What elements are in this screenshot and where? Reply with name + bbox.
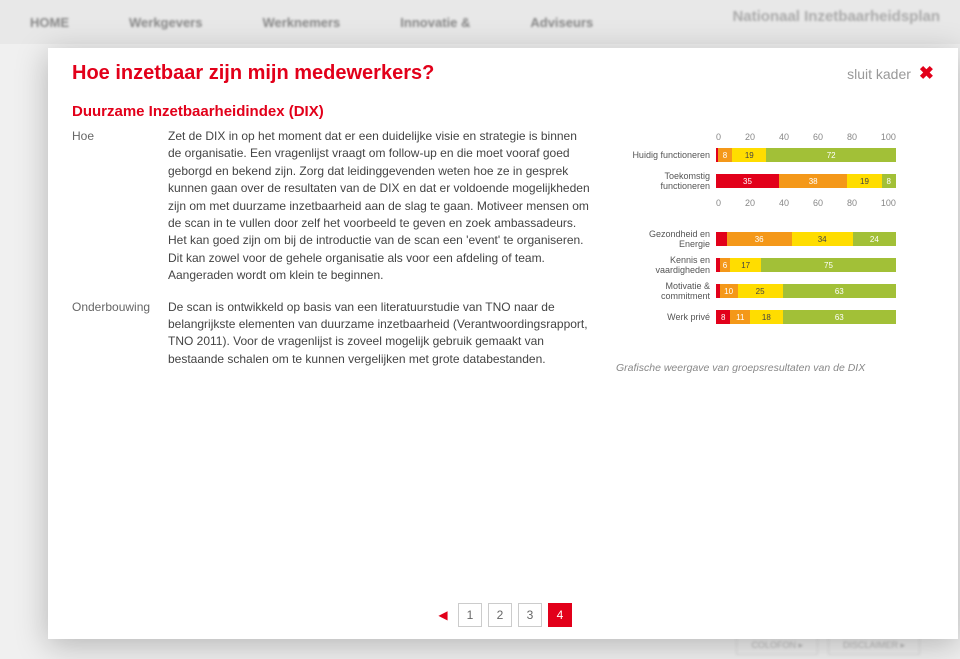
close-icon: ✖ <box>919 63 934 84</box>
bar-label: Werk privé <box>616 312 716 322</box>
modal-title: Hoe inzetbaar zijn mijn medewerkers? <box>72 62 434 85</box>
bar-segment: 19 <box>732 148 766 162</box>
pager-page-1[interactable]: 1 <box>458 603 482 627</box>
bar-segment: 17 <box>730 258 761 272</box>
pager-page-2[interactable]: 2 <box>488 603 512 627</box>
bar-track: 3538198 <box>716 174 896 188</box>
bar-label: Huidig functioneren <box>616 150 716 160</box>
bar-track: 81972 <box>716 148 896 162</box>
bar-segment: 6 <box>720 258 731 272</box>
bar-segment: 38 <box>779 174 847 188</box>
section-hoe: Hoe Zet de DIX in op het moment dat er e… <box>72 128 592 285</box>
bar-label: Motivatie & commitment <box>616 281 716 301</box>
bar-label: Toekomstig functioneren <box>616 171 716 191</box>
pager-prev[interactable]: ◀ <box>434 608 452 622</box>
modal-header: Hoe inzetbaar zijn mijn medewerkers? slu… <box>72 62 934 85</box>
bar-segment: 25 <box>738 284 783 298</box>
bar-track: 61775 <box>716 258 896 272</box>
bar-segment: 36 <box>727 232 792 246</box>
bar-segment: 11 <box>730 310 750 324</box>
bar-segment: 10 <box>720 284 738 298</box>
section-onderbouwing: Onderbouwing De scan is ontwikkeld op ba… <box>72 299 592 369</box>
pagination: ◀ 1234 <box>72 603 934 627</box>
bar-segment: 35 <box>716 174 779 188</box>
bar-segment: 24 <box>853 232 896 246</box>
chart-2: Gezondheid en Energie363424Kennis en vaa… <box>616 230 896 334</box>
charts-column: 020406080100Huidig functioneren81972Toek… <box>616 128 934 595</box>
bar-label: Kennis en vaardigheden <box>616 255 716 275</box>
modal-subtitle: Duurzame Inzetbaarheidindex (DIX) <box>72 103 934 120</box>
text-column: Hoe Zet de DIX in op het moment dat er e… <box>72 128 592 595</box>
section-label: Onderbouwing <box>72 299 150 369</box>
bar-segment: 63 <box>783 310 896 324</box>
bar-track: 8111863 <box>716 310 896 324</box>
chart-bar-row: Motivatie & commitment102563 <box>616 282 896 300</box>
close-label: sluit kader <box>847 66 911 82</box>
section-label: Hoe <box>72 128 150 285</box>
pager-page-4[interactable]: 4 <box>548 603 572 627</box>
bar-track: 363424 <box>716 232 896 246</box>
bg-logo: Nationaal Inzetbaarheidsplan <box>732 8 940 25</box>
bar-segment: 8 <box>716 310 730 324</box>
chart-bar-row: Toekomstig functioneren3538198 <box>616 172 896 190</box>
chart-bar-row: Kennis en vaardigheden61775 <box>616 256 896 274</box>
modal-dialog: Hoe inzetbaar zijn mijn medewerkers? slu… <box>48 48 958 639</box>
bar-label: Gezondheid en Energie <box>616 229 716 249</box>
bar-segment: 8 <box>882 174 896 188</box>
bar-track: 102563 <box>716 284 896 298</box>
section-body: Zet de DIX in op het moment dat er een d… <box>168 128 592 285</box>
bar-segment: 8 <box>718 148 732 162</box>
chart-caption: Grafische weergave van groepsresultaten … <box>616 362 934 374</box>
chart-1: 020406080100Huidig functioneren81972Toek… <box>616 132 896 208</box>
close-button[interactable]: sluit kader ✖ <box>847 63 934 84</box>
bar-segment: 72 <box>766 148 896 162</box>
bar-segment <box>716 232 727 246</box>
section-body: De scan is ontwikkeld op basis van een l… <box>168 299 592 369</box>
pager-page-3[interactable]: 3 <box>518 603 542 627</box>
chart-bar-row: Gezondheid en Energie363424 <box>616 230 896 248</box>
bar-segment: 75 <box>761 258 896 272</box>
bar-segment: 63 <box>783 284 896 298</box>
bar-segment: 34 <box>792 232 853 246</box>
modal-content: Hoe Zet de DIX in op het moment dat er e… <box>72 128 934 595</box>
chart-bar-row: Werk privé8111863 <box>616 308 896 326</box>
chart-bar-row: Huidig functioneren81972 <box>616 146 896 164</box>
bar-segment: 18 <box>750 310 782 324</box>
bar-segment: 19 <box>847 174 881 188</box>
